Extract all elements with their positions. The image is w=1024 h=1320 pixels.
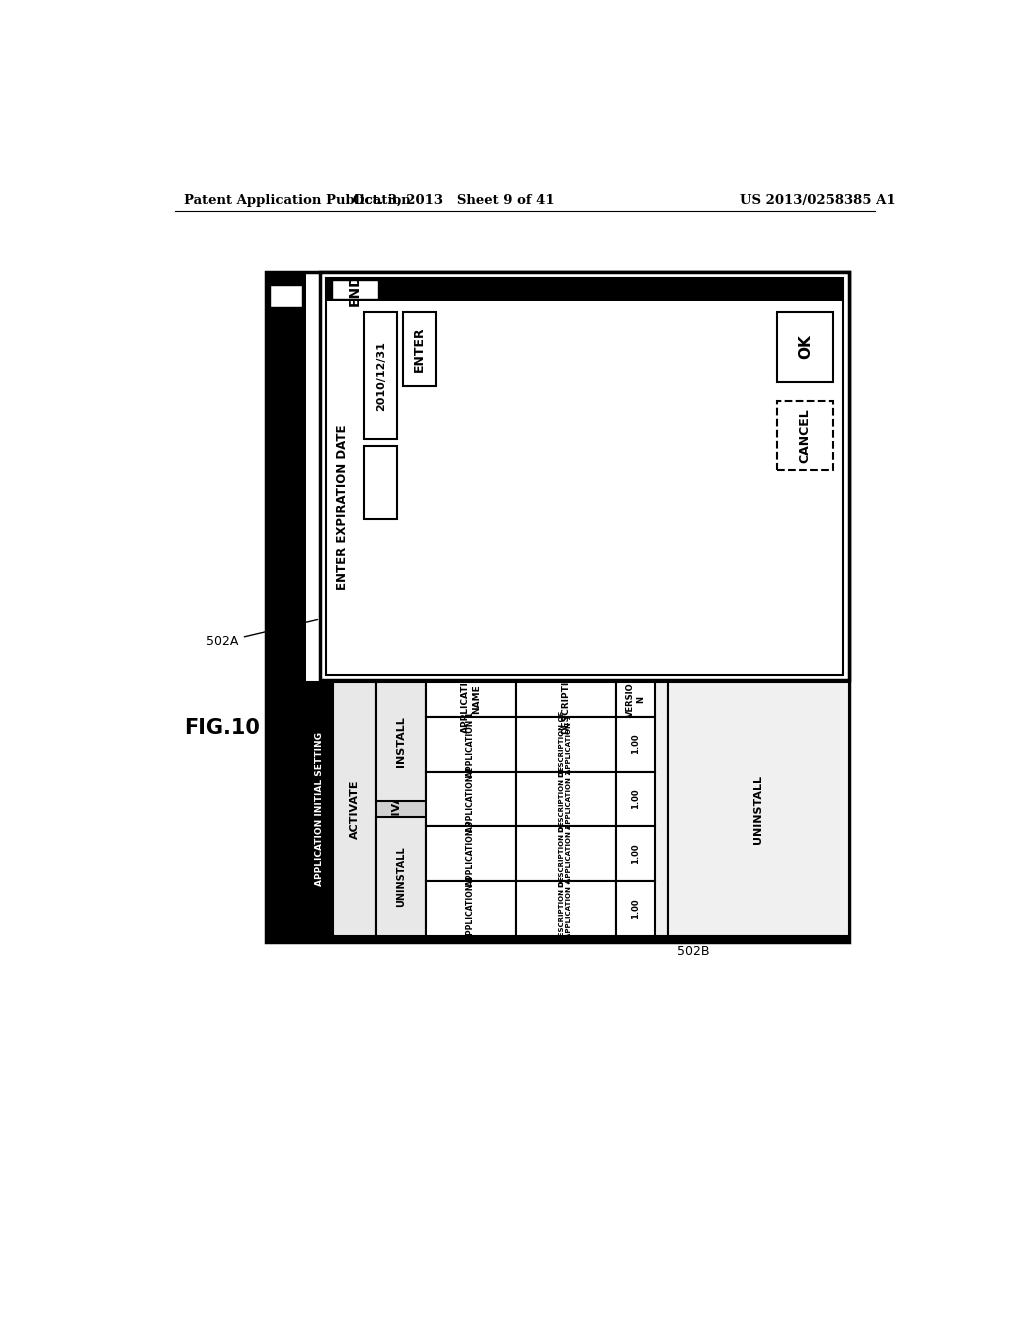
- Text: US 2013/0258385 A1: US 2013/0258385 A1: [740, 194, 896, 207]
- Bar: [365, 446, 397, 519]
- Text: APPLICATION
NAME: APPLICATION NAME: [461, 665, 480, 733]
- Bar: [306, 921, 849, 942]
- Text: OK: OK: [798, 335, 813, 359]
- Text: Oct. 3, 2013   Sheet 9 of 41: Oct. 3, 2013 Sheet 9 of 41: [352, 194, 554, 207]
- Text: 1.00: 1.00: [631, 843, 640, 865]
- Text: 502B: 502B: [664, 937, 710, 958]
- Bar: [334, 682, 376, 936]
- Text: APPLICATION 2: APPLICATION 2: [467, 767, 475, 832]
- Text: END: END: [348, 273, 362, 306]
- Bar: [426, 771, 515, 826]
- Text: DESCRIPTION OF
APPLICATION 4: DESCRIPTION OF APPLICATION 4: [559, 875, 572, 941]
- Text: 1.00: 1.00: [631, 899, 640, 919]
- Text: 1.00: 1.00: [631, 788, 640, 809]
- Bar: [426, 826, 515, 882]
- Bar: [616, 771, 655, 826]
- Text: APPLICATION 3: APPLICATION 3: [467, 821, 475, 886]
- Bar: [616, 882, 655, 936]
- Bar: [668, 682, 849, 936]
- Bar: [487, 682, 668, 936]
- Text: ACTIVATE: ACTIVATE: [391, 779, 401, 838]
- Bar: [376, 817, 426, 936]
- Text: FIG.10: FIG.10: [183, 718, 260, 738]
- Text: APPLICATION 1: APPLICATION 1: [467, 711, 475, 776]
- Text: APPLICATION INITIAL SETTING: APPLICATION INITIAL SETTING: [315, 733, 325, 886]
- Text: ACTIVATE: ACTIVATE: [349, 779, 359, 838]
- Text: UNINSTALL: UNINSTALL: [754, 775, 763, 843]
- Bar: [306, 682, 487, 936]
- Bar: [306, 682, 334, 936]
- Text: CANCEL: CANCEL: [799, 408, 812, 463]
- Text: APPLICATION 4: APPLICATION 4: [467, 876, 475, 941]
- Bar: [515, 717, 616, 771]
- Bar: [403, 313, 435, 385]
- Bar: [326, 277, 844, 301]
- Text: ENTER EXPIRATION DATE: ENTER EXPIRATION DATE: [336, 425, 349, 590]
- Bar: [777, 313, 834, 381]
- Bar: [365, 313, 397, 440]
- Bar: [616, 826, 655, 882]
- Text: 1.00: 1.00: [631, 734, 640, 755]
- Text: Patent Application Publication: Patent Application Publication: [183, 194, 411, 207]
- Bar: [376, 682, 426, 801]
- Bar: [332, 280, 378, 298]
- Text: INSTALL: INSTALL: [572, 784, 583, 834]
- Text: DESCRIPTION OF
APPLICATION 1: DESCRIPTION OF APPLICATION 1: [559, 711, 572, 777]
- Text: APPLICATION INITIAL SETTING: APPLICATION INITIAL SETTING: [488, 279, 667, 288]
- Text: UNINSTALL: UNINSTALL: [396, 846, 407, 907]
- Text: INSTALL: INSTALL: [396, 717, 407, 767]
- Text: APPLICATION INITIAL SETTING: APPLICATION INITIAL SETTING: [315, 726, 326, 891]
- Bar: [426, 717, 515, 771]
- Bar: [266, 272, 849, 942]
- Text: DESCRIPTION OF
APPLICATION 2: DESCRIPTION OF APPLICATION 2: [559, 766, 572, 832]
- Text: 2010/12/31: 2010/12/31: [376, 341, 386, 411]
- Bar: [515, 826, 616, 882]
- Text: DESCRIPTION: DESCRIPTION: [561, 665, 570, 734]
- Bar: [266, 272, 306, 942]
- Text: 502A: 502A: [207, 619, 317, 648]
- Bar: [515, 882, 616, 936]
- Bar: [270, 285, 302, 308]
- Bar: [426, 882, 515, 936]
- Bar: [515, 682, 616, 717]
- Bar: [515, 771, 616, 826]
- Bar: [777, 401, 834, 470]
- Bar: [321, 272, 849, 681]
- Text: ENTER: ENTER: [413, 326, 426, 372]
- Text: VERSIO
N: VERSIO N: [626, 682, 645, 717]
- Bar: [616, 682, 655, 717]
- Bar: [426, 682, 515, 717]
- Bar: [326, 277, 844, 675]
- Bar: [616, 717, 655, 771]
- Text: DESCRIPTION OF
APPLICATION 3: DESCRIPTION OF APPLICATION 3: [559, 821, 572, 887]
